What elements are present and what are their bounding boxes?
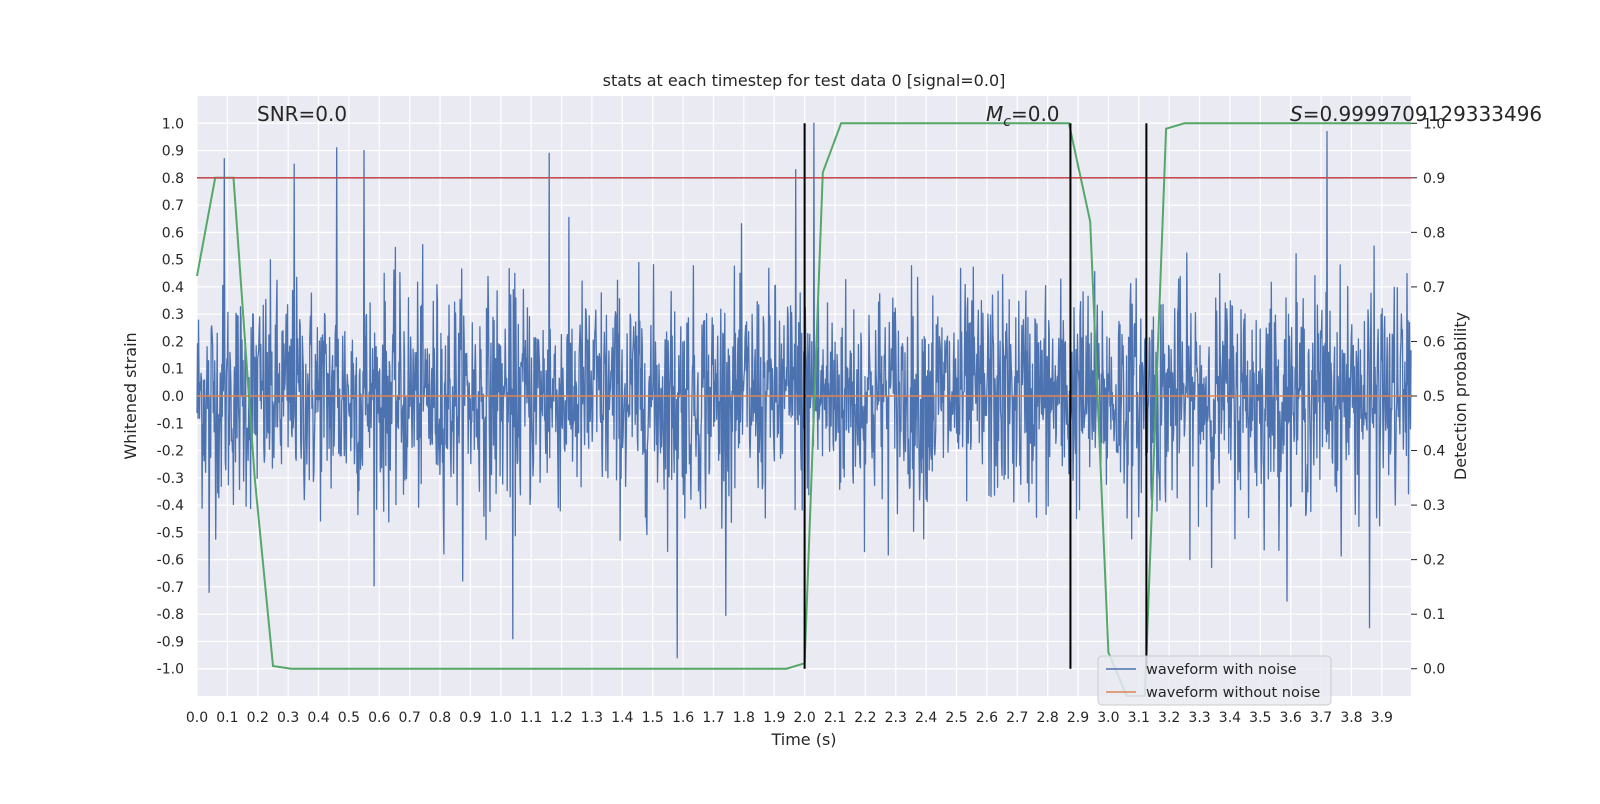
x-tick-label: 2.3 [885,710,907,726]
x-tick-label: 2.6 [976,710,998,726]
x-tick-label: 2.4 [915,710,937,726]
y2-tick-label: 0.0 [1423,662,1445,678]
y-axis-label: Whitened strain [121,332,140,459]
probability-line [196,122,1411,697]
x-tick-label: 0.2 [247,710,269,726]
x-tick-label: 1.2 [550,710,572,726]
s-symbol: S [1290,102,1303,126]
x-tick-labels: 0.0 0.1 0.2 0.3 0.4 0.5 0.6 0.7 0.8 0.9 1.0 1.1 1.2 1… [186,710,1393,726]
y-tick-label: 0.7 [162,198,184,214]
y-tick-label: 0.5 [162,253,184,269]
x-tick-label: 2.2 [854,710,876,726]
y2-tick-label: 0.7 [1423,280,1445,296]
x-tick-label: 2.7 [1006,710,1028,726]
reference-lines [197,123,1411,669]
y-tick-label: -0.7 [157,580,184,596]
snr-annotation: SNR=0.0 [257,102,347,126]
x-tick-label: 3.8 [1340,710,1362,726]
x-tick-label: 1.8 [733,710,755,726]
y-tick-label: 0.8 [162,171,184,187]
y-tick-label: -0.8 [157,607,184,623]
x-tick-label: 1.3 [581,710,603,726]
legend-label-clean: waveform without noise [1146,685,1320,701]
x-tick-label: 3.6 [1280,710,1302,726]
y2-axis-label: Detection probability [1451,312,1470,480]
y2-tick-label: 1.0 [1423,116,1445,132]
y-tick-label: 0.6 [162,225,184,241]
legend: waveform with noise waveform without noi… [1097,655,1332,706]
x-tick-label: 3.0 [1097,710,1119,726]
y-tick-label: -0.9 [157,634,184,650]
mc-annotation: Mc=0.0 [986,102,1060,130]
x-tick-label: 0.6 [368,710,390,726]
x-tick-label: 0.9 [459,710,481,726]
y2-tick-label: 0.9 [1423,171,1445,187]
y-tick-label: -1.0 [157,662,184,678]
y2-tick-label: 0.4 [1423,444,1445,460]
x-tick-label: 1.4 [611,710,633,726]
x-tick-label: 3.9 [1371,710,1393,726]
y-tick-label: 0.9 [162,144,184,160]
s-annotation: S=0.9999709129333496 [1290,102,1542,126]
mc-symbol: M [986,102,1003,126]
y-tick-label: 0.4 [162,280,184,296]
x-tick-label: 0.1 [216,710,238,726]
y2-tick-label: 0.2 [1423,553,1445,569]
x-tick-label: 2.0 [793,710,815,726]
prob-series [196,122,1411,697]
s-value: =0.9999709129333496 [1303,102,1542,126]
x-tick-label: 0.3 [277,710,299,726]
y-tick-label: -0.4 [157,498,184,514]
x-tick-label: 2.5 [945,710,967,726]
x-tick-label: 0.4 [307,710,329,726]
y2-tick-label: 0.5 [1423,389,1445,405]
x-tick-label: 0.0 [186,710,208,726]
y2-tick-label: 0.1 [1423,607,1445,623]
x-tick-label: 0.5 [338,710,360,726]
y-tick-label: 0.1 [162,362,184,378]
y-tick-label: 0.3 [162,307,184,323]
y2-tick-labels: 1.0 0.9 0.8 0.7 0.6 0.5 0.4 0.3 0.2 0.1 0.0 [1411,116,1445,678]
mc-subscript: c [1003,114,1011,130]
x-tick-label: 2.1 [824,710,846,726]
x-tick-label: 1.7 [702,710,724,726]
x-tick-label: 1.6 [672,710,694,726]
y-tick-labels: 1.0 0.9 0.8 0.7 0.6 0.5 0.4 0.3 0.2 0.1 0.0 -0.1 -0.… [157,116,184,677]
x-tick-label: 2.8 [1037,710,1059,726]
x-tick-label: 3.3 [1188,710,1210,726]
y-tick-label: -0.3 [157,471,184,487]
y2-tick-label: 0.6 [1423,334,1445,350]
legend-label-noise: waveform with noise [1146,662,1297,678]
y2-tick-label: 0.8 [1423,225,1445,241]
y-tick-label: -0.6 [157,553,184,569]
y-tick-label: 1.0 [162,116,184,132]
y-tick-label: 0.2 [162,334,184,350]
x-tick-label: 1.5 [642,710,664,726]
y-tick-label: -0.2 [157,444,184,460]
y-tick-label: -0.5 [157,525,184,541]
mc-value: =0.0 [1011,102,1060,126]
x-tick-label: 3.2 [1158,710,1180,726]
x-tick-label: 1.1 [520,710,542,726]
x-tick-label: 1.9 [763,710,785,726]
x-tick-label: 2.9 [1067,710,1089,726]
x-tick-label: 0.8 [429,710,451,726]
x-tick-label: 3.5 [1249,710,1271,726]
legend-box [1097,655,1332,706]
x-axis-label: Time (s) [770,730,836,749]
y-tick-label: -0.1 [157,416,184,432]
y2-tick-label: 0.3 [1423,498,1445,514]
x-tick-label: 1.0 [490,710,512,726]
x-tick-label: 3.7 [1310,710,1332,726]
chart-title: stats at each timestep for test data 0 [… [603,71,1006,90]
x-tick-label: 0.7 [399,710,421,726]
x-tick-label: 3.4 [1219,710,1241,726]
y-tick-label: 0.0 [162,389,184,405]
x-tick-label: 3.1 [1128,710,1150,726]
